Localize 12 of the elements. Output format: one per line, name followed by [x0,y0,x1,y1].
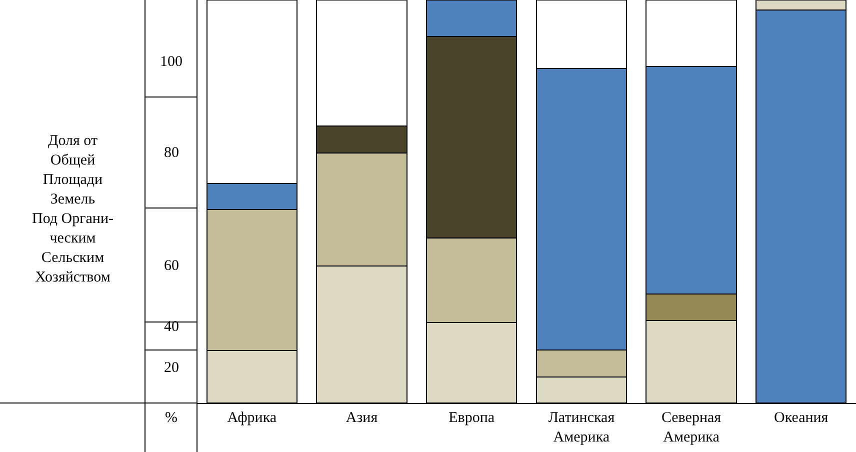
x-tick-label: Латинская Америка [548,410,615,446]
x-tick-label: Африка [227,410,277,426]
text: 100 [160,54,182,70]
x-tick-label: Азия [346,410,378,426]
text: Доля от Общей Площади Земель Под Органи- ческим Сельским Хозяйством [32,133,114,286]
text: 20 [164,360,179,376]
x-tick-label: Океания [774,410,828,426]
text: 60 [164,258,179,274]
x-tick-label: Северная Америка [661,410,722,446]
text: % [165,410,178,426]
text: 80 [164,145,179,161]
x-tick-label: Европа [448,410,495,426]
